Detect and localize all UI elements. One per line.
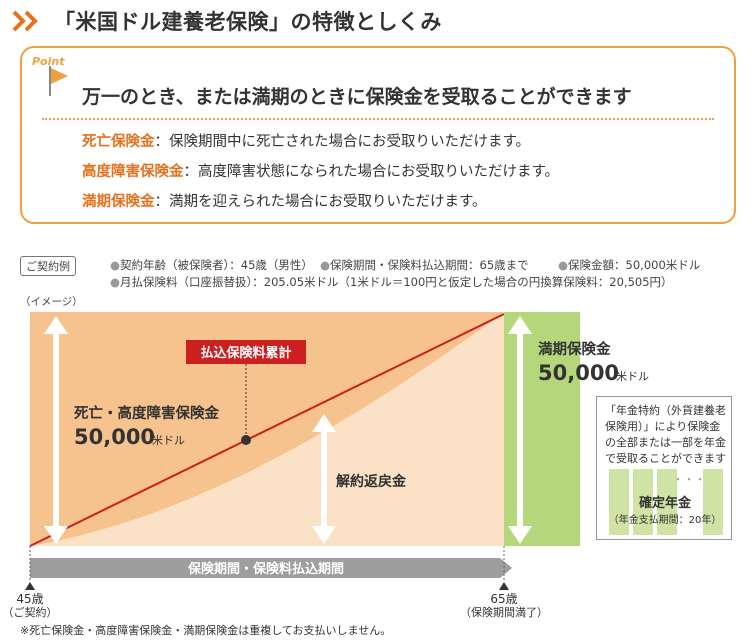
benefit-row-maturity: 満期保険金：満期を迎えられた場合にお受取りいただけます。 xyxy=(82,190,487,211)
condition-premium: ●月払保険料（口座振替扱）：205.05米ドル（1米ドル＝100円と仮定した場合… xyxy=(110,275,673,289)
maturity-arrow xyxy=(508,316,532,544)
start-note: （ご契約） xyxy=(3,605,58,619)
end-note: （保険期間満了） xyxy=(460,605,548,619)
benefit-row-disability: 高度障害保険金：高度障害状態になられた場合にお受取りいただけます。 xyxy=(82,160,559,181)
annuity-bar xyxy=(657,469,677,535)
benefit-term: 満期保険金 xyxy=(82,194,155,210)
benefit-term: 高度障害保険金 xyxy=(82,164,184,180)
double-chevron-icon xyxy=(12,10,38,32)
benefit-row-death: 死亡保険金：保険期間中に死亡された場合にお受取りいただけます。 xyxy=(82,130,530,151)
start-marker xyxy=(25,582,35,590)
benefit-desc: ：満期を迎えられた場合にお受取りいただけます。 xyxy=(154,194,487,210)
period-bar xyxy=(30,558,512,578)
benefit-term: 死亡保険金 xyxy=(82,134,155,150)
annuity-bar xyxy=(703,469,723,535)
death-label: 死亡・高度障害保険金 xyxy=(74,404,219,422)
image-note: （イメージ） xyxy=(20,296,83,308)
condition-period: ●保険期間・保険料払込期間：65歳まで xyxy=(320,258,529,272)
maturity-label: 満期保険金 xyxy=(538,340,611,358)
point-flag-icon: Point xyxy=(32,55,68,96)
start-age: 45歳 xyxy=(16,592,43,606)
end-age: 65歳 xyxy=(490,592,517,606)
annuity-bar xyxy=(633,469,653,535)
point-lead: 万一のとき、または満期のときに保険金を受取ることができます xyxy=(82,86,632,108)
annuity-label: 確定年金 xyxy=(639,495,692,511)
premium-point xyxy=(241,435,251,445)
maturity-bar xyxy=(504,312,580,546)
premium-line xyxy=(29,313,505,547)
point-box xyxy=(20,46,736,224)
annuity-box: 「年金特約（外貨建養老保険用）」により保険金の全部または一部を年金で受取ることが… xyxy=(596,396,732,540)
benefit-desc: ：高度障害状態になられた場合にお受取りいただけます。 xyxy=(183,164,560,180)
annuity-note: 「年金特約（外貨建養老保険用）」により保険金の全部または一部を年金で受取ることが… xyxy=(605,404,726,465)
annuity-sub: （年金支払期間：20年） xyxy=(609,513,722,526)
contract-example-tag: ご契約例 xyxy=(20,256,76,276)
divider xyxy=(42,118,714,120)
premium-label-box xyxy=(186,340,306,364)
condition-amount: ●保険金額：50,000米ドル xyxy=(558,258,701,272)
maturity-unit: 米ドル xyxy=(616,370,649,383)
benefit-desc: ：保険期間中に死亡された場合にお受取りいただけます。 xyxy=(154,134,531,150)
condition-age: ●契約年齢（被保険者）：45歳（男性） xyxy=(110,258,313,272)
page-title: 「米国ドル建養老保険」の特徴としくみ xyxy=(54,10,442,34)
end-marker xyxy=(499,582,509,590)
annuity-bar xyxy=(609,469,629,535)
surrender-arrow xyxy=(312,414,336,544)
surrender-value-area xyxy=(30,312,504,546)
death-unit: 米ドル xyxy=(152,434,185,447)
point-badge: Point xyxy=(32,55,65,68)
death-arrow xyxy=(44,316,68,544)
period-label: 保険期間・保険料払込期間 xyxy=(187,561,344,577)
annuity-dots: ・・・ xyxy=(673,473,706,486)
death-amount: 50,000 xyxy=(74,425,155,449)
premium-label: 払込保険料累計 xyxy=(200,345,291,361)
footnote: ※死亡保険金・高度障害保険金・満期保険金は重複してお支払いしません。 xyxy=(20,624,392,637)
maturity-amount: 50,000 xyxy=(538,361,619,385)
surrender-label: 解約返戻金 xyxy=(336,473,407,490)
